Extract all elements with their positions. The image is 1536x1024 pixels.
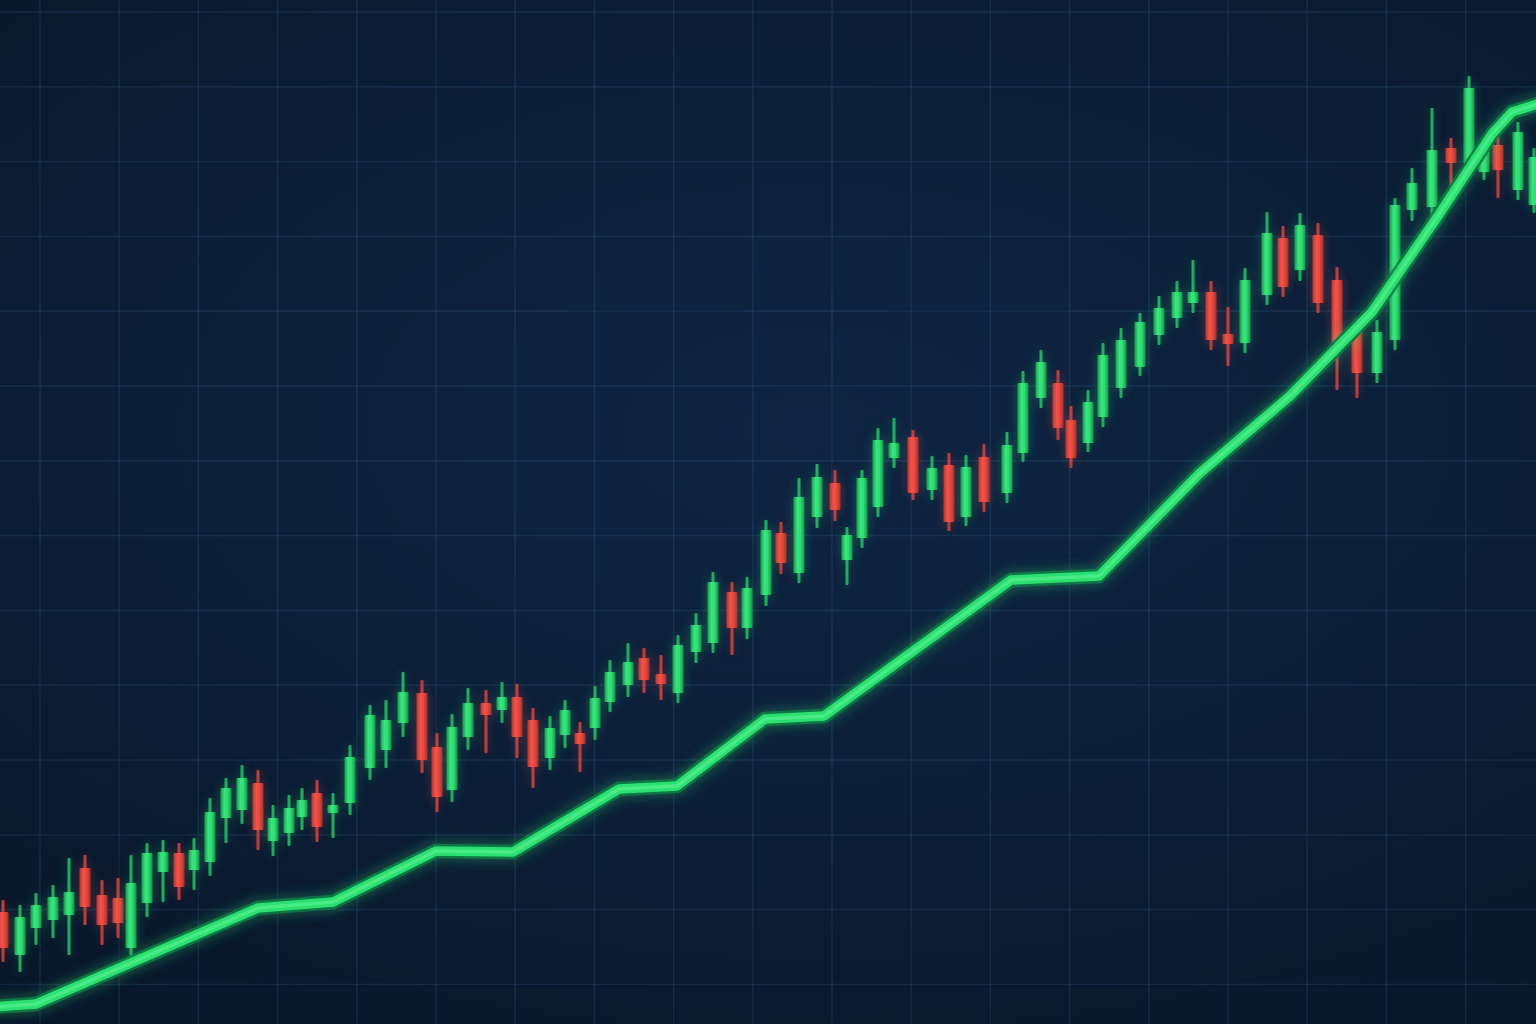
candle-up [1512, 122, 1524, 200]
candle-up [30, 893, 42, 945]
candle-down [655, 655, 667, 700]
candle-up [157, 840, 169, 902]
candle-up [220, 778, 232, 843]
candle-up [380, 700, 392, 768]
candle-down [1052, 370, 1064, 440]
candle-up [1017, 371, 1029, 462]
candle-up [296, 788, 308, 830]
candle-up [707, 572, 719, 653]
candle-up [1371, 320, 1383, 383]
candle-up [741, 577, 753, 639]
candle-up [811, 464, 823, 528]
candle-up [267, 805, 279, 856]
candle-down [311, 780, 323, 842]
candle-down [112, 878, 124, 938]
candle-up [760, 520, 772, 606]
candle-up [1463, 76, 1475, 173]
candle-up [344, 745, 356, 815]
candle-up [1171, 281, 1183, 328]
candle-up [1134, 313, 1146, 376]
candle-up [1082, 390, 1094, 452]
candle-up [604, 660, 616, 712]
candle-up [236, 765, 248, 824]
candle-down [1065, 406, 1077, 468]
candle-down [943, 453, 955, 531]
candle-up [1294, 213, 1306, 281]
candle-down [96, 880, 108, 945]
candle-down [1445, 138, 1457, 192]
candle-down [511, 684, 523, 758]
bearish-candles [0, 135, 1504, 962]
candle-down [416, 680, 428, 773]
candle-up [1035, 350, 1047, 408]
candle-down [527, 708, 539, 788]
candle-up [926, 456, 938, 500]
candle-up [589, 686, 601, 740]
candle-up [960, 455, 972, 526]
candle-down [480, 690, 492, 753]
candle-up [1528, 148, 1536, 213]
candle-down [173, 843, 185, 900]
candle-down [1331, 267, 1343, 390]
candle-down [1312, 223, 1324, 313]
candle-up [1406, 168, 1418, 221]
candle-up [544, 716, 556, 770]
candle-up [283, 795, 295, 846]
candle-up [63, 858, 75, 955]
candle-up [327, 793, 339, 838]
candle-up [841, 527, 853, 585]
candle-down [0, 900, 9, 962]
candle-down [726, 582, 738, 655]
candle-up [872, 428, 884, 517]
candle-up [496, 682, 508, 723]
candle-up [622, 643, 634, 697]
candle-up [559, 700, 571, 748]
candle-down [574, 722, 586, 772]
candle-down [907, 430, 919, 500]
candle-up [1187, 260, 1199, 313]
candle-down [431, 733, 443, 812]
candle-up [690, 613, 702, 663]
candle-up [125, 855, 137, 960]
candle-up [1115, 328, 1127, 398]
candle-down [1277, 226, 1289, 297]
candle-up [141, 843, 153, 917]
candle-down [79, 855, 91, 925]
candle-down [1222, 307, 1234, 366]
candle-down [252, 770, 264, 850]
candle-up [793, 478, 805, 583]
candle-down [775, 522, 787, 574]
candle-up [397, 672, 409, 737]
candle-up [14, 905, 26, 972]
candle-down [978, 444, 990, 512]
candle-down [1492, 135, 1504, 198]
candle-up [1097, 343, 1109, 427]
candle-up [856, 470, 868, 548]
candle-up [204, 798, 216, 876]
candle-down [829, 470, 841, 521]
candle-down [638, 648, 650, 693]
moving-average-line [0, 96, 1536, 1014]
candle-up [1426, 108, 1438, 217]
candle-up [1261, 212, 1273, 305]
candle-up [1153, 296, 1165, 345]
candle-up [1001, 432, 1013, 503]
candle-up [462, 688, 474, 750]
candle-up [672, 635, 684, 703]
candle-up [446, 714, 458, 802]
candle-up [1239, 268, 1251, 353]
candle-up [188, 838, 200, 890]
candle-up [47, 885, 59, 938]
candle-down [1205, 281, 1217, 350]
candle-up [364, 705, 376, 780]
candle-up [888, 418, 900, 468]
